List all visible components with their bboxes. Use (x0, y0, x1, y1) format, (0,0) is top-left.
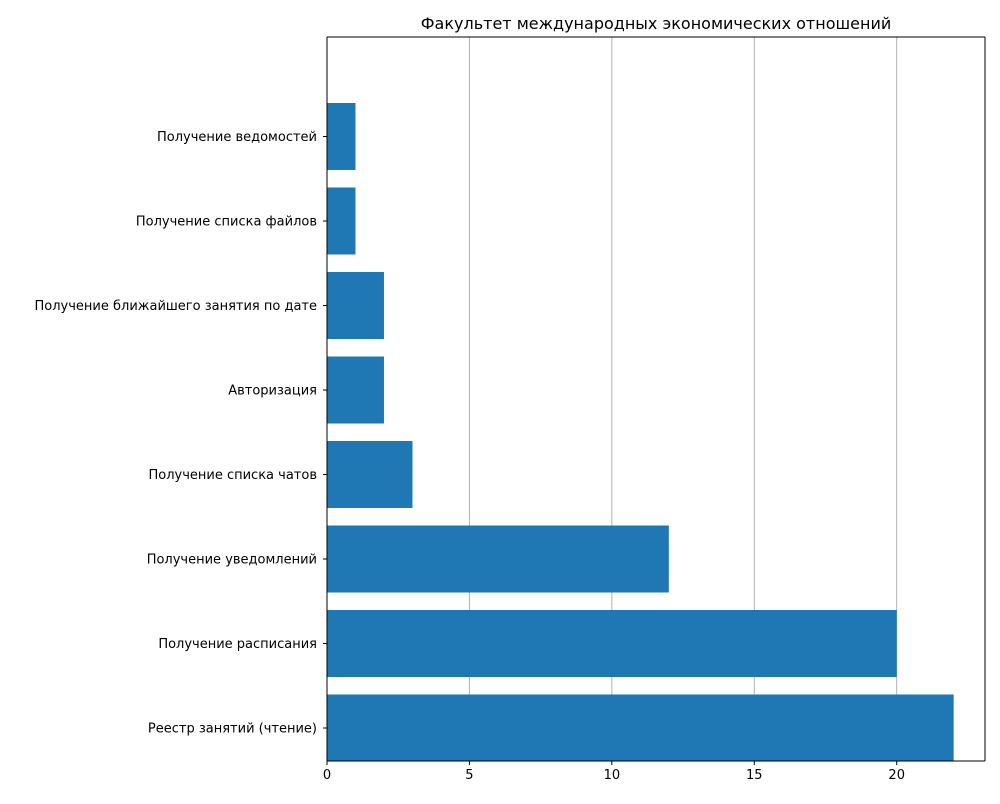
bar-0 (327, 694, 954, 762)
bar-7 (327, 103, 356, 170)
chart-title: Факультет международных экономических от… (421, 14, 891, 33)
bar-6 (327, 187, 356, 255)
y-tick-label-2: Получение уведомлений (147, 553, 317, 568)
x-tick-label-10: 10 (604, 768, 621, 783)
x-axis-ticks: 0 5 10 15 20 (323, 761, 905, 783)
y-tick-label-1: Получение расписания (158, 637, 317, 652)
x-tick-label-5: 5 (465, 768, 473, 783)
x-tick-label-0: 0 (323, 768, 331, 783)
bar-4 (327, 356, 384, 424)
bar-5 (327, 272, 384, 339)
bars (327, 103, 954, 762)
y-tick-label-0: Реестр занятий (чтение) (148, 722, 317, 737)
x-tick-label-15: 15 (746, 768, 763, 783)
bar-3 (327, 441, 413, 508)
bar-1 (327, 610, 897, 677)
y-tick-label-3: Получение списка чатов (148, 468, 317, 483)
y-tick-label-7: Получение ведомостей (157, 130, 317, 145)
x-tick-label-20: 20 (888, 768, 905, 783)
axes (326, 36, 986, 762)
y-axis-ticks: Реестр занятий (чтение) Получение расписа… (35, 130, 327, 737)
y-tick-label-5: Получение ближайшего занятия по дате (35, 299, 317, 314)
y-tick-label-4: Авторизация (228, 384, 317, 399)
bar-2 (327, 525, 669, 593)
y-tick-label-6: Получение списка файлов (136, 215, 317, 230)
